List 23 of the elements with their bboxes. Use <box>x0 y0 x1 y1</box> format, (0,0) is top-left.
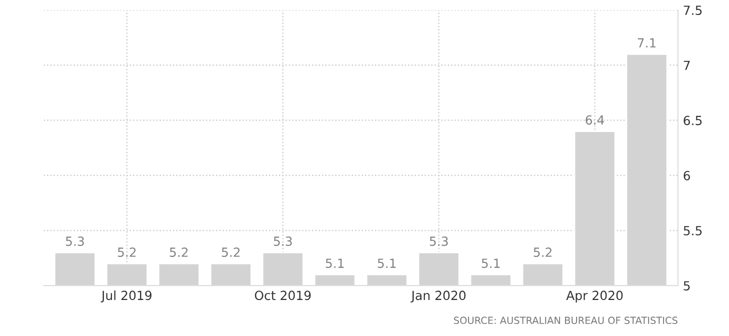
data-label: 7.1 <box>638 38 656 48</box>
y-tick-label: 5 <box>684 281 690 291</box>
y-tick-label: 6 <box>684 170 690 180</box>
y-tick-label: 7.5 <box>684 6 702 16</box>
data-label: 6.4 <box>586 115 604 125</box>
data-label: 5.3 <box>66 236 84 246</box>
data-label: 5.1 <box>378 258 396 268</box>
data-label: 5.2 <box>222 248 240 257</box>
data-label: 5.3 <box>274 236 292 246</box>
data-label: 5.2 <box>170 248 188 257</box>
source-note: SOURCE: AUSTRALIAN BUREAU OF STATISTICS <box>454 316 678 324</box>
data-label: 5.2 <box>534 248 552 257</box>
y-tick-label: 7 <box>684 60 690 70</box>
y-tick-label: 5.5 <box>684 226 702 236</box>
data-label: 5.1 <box>326 258 344 268</box>
x-tick-label: Oct 2019 <box>254 290 311 300</box>
x-tick-label: Jul 2019 <box>100 290 152 302</box>
data-label: 5.2 <box>118 248 136 257</box>
x-tick-label: Jan 2020 <box>410 290 466 302</box>
data-label: 5.3 <box>430 236 448 246</box>
y-tick-label: 6.5 <box>684 116 702 126</box>
data-label: 5.1 <box>482 258 500 268</box>
x-tick-label: Apr 2020 <box>566 290 623 303</box>
